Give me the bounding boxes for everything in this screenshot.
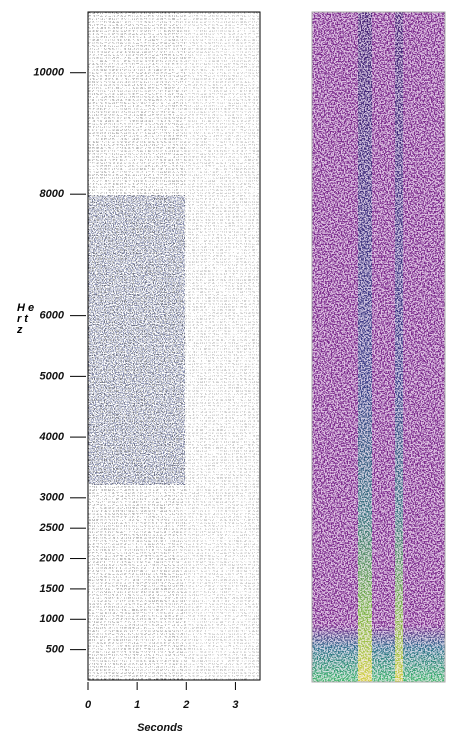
y-tick-label: 500 [46,644,65,656]
y-tick-label: 2000 [39,552,65,564]
y-tick-label: 10000 [33,67,64,79]
y-tick-label: 5000 [40,370,65,382]
y-tick-label: 6000 [40,310,65,322]
left-spectrogram [87,11,261,681]
y-tick-label: 1500 [40,583,65,595]
y-tick-label: 2500 [39,522,65,534]
y-tick-label: 4000 [39,431,65,443]
x-axis-label: Seconds [137,722,183,734]
right-spectrogram [311,11,446,683]
x-tick-label: 3 [232,699,238,711]
x-tick-label: 0 [85,699,92,711]
x-tick-label: 2 [182,699,189,711]
x-tick-label: 1 [134,699,140,711]
y-tick-label: 1000 [40,613,65,625]
y-tick-label: 3000 [40,492,65,504]
y-axis-label: Hertz [17,302,38,336]
y-tick-label: 8000 [40,188,65,200]
